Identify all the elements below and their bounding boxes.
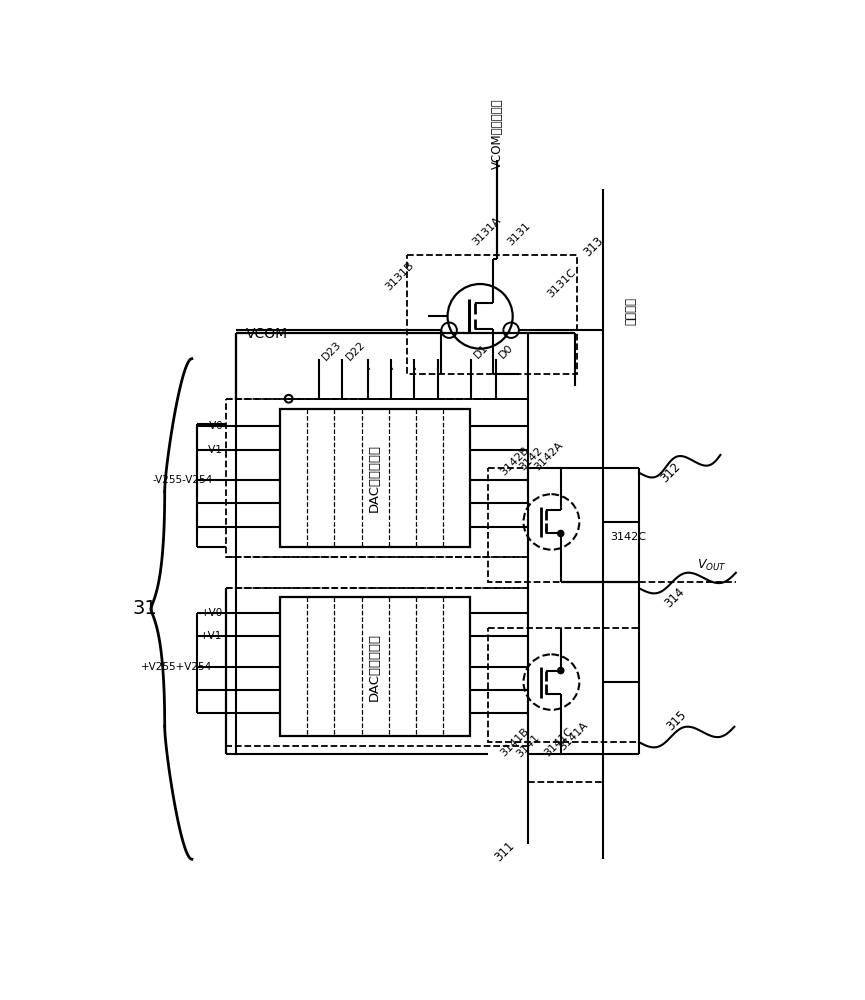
Text: ·: ·: [388, 361, 394, 379]
Text: 3131: 3131: [506, 221, 533, 247]
Text: +V0: +V0: [201, 608, 223, 618]
Text: 3142B: 3142B: [499, 445, 531, 477]
Bar: [407, 255, 577, 374]
Text: 3142: 3142: [517, 445, 544, 472]
Text: D1: D1: [472, 342, 490, 360]
Text: 3131B: 3131B: [384, 260, 416, 292]
Text: ·: ·: [434, 361, 440, 379]
Text: D0: D0: [497, 342, 516, 360]
Text: 3131A: 3131A: [471, 216, 503, 248]
Circle shape: [558, 530, 564, 537]
Text: 315: 315: [664, 708, 689, 733]
Text: D23: D23: [320, 339, 343, 363]
Text: 3142A: 3142A: [533, 440, 565, 473]
Text: $V_{OUT}$: $V_{OUT}$: [697, 558, 727, 573]
Text: DAC数模转换器: DAC数模转换器: [368, 633, 381, 701]
Text: DAC数模转换器: DAC数模转换器: [368, 444, 381, 512]
Text: 3141: 3141: [514, 733, 541, 759]
Text: +V1: +V1: [201, 631, 223, 641]
Text: 3131C: 3131C: [546, 267, 579, 299]
Text: 3142C: 3142C: [611, 532, 646, 542]
Bar: [280, 597, 470, 736]
Text: +V255+V254···: +V255+V254···: [142, 662, 223, 672]
Text: 313: 313: [581, 235, 606, 260]
Text: 3141B: 3141B: [499, 726, 531, 758]
Bar: [280, 409, 470, 547]
Text: 3141C: 3141C: [542, 726, 574, 758]
Bar: [226, 588, 529, 746]
Text: 311: 311: [492, 839, 517, 864]
Bar: [488, 628, 639, 742]
Text: 3141A: 3141A: [558, 720, 590, 752]
Text: -V255-V254···: -V255-V254···: [152, 475, 223, 485]
Text: D22: D22: [343, 339, 367, 363]
Bar: [488, 468, 639, 582]
Bar: [488, 468, 639, 582]
Bar: [226, 399, 529, 557]
Bar: [488, 468, 639, 742]
Text: ·: ·: [365, 361, 370, 379]
Text: 极性控制: 极性控制: [625, 297, 638, 325]
Text: VCOM使能控制端: VCOM使能控制端: [490, 99, 503, 169]
Text: -V0: -V0: [206, 421, 223, 431]
Text: 312: 312: [658, 460, 683, 485]
Text: 31: 31: [133, 599, 157, 618]
Text: -V1: -V1: [206, 445, 223, 455]
Text: VCOM: VCOM: [246, 327, 288, 341]
Text: 314: 314: [663, 585, 688, 610]
Circle shape: [558, 667, 564, 674]
Text: ·: ·: [412, 361, 417, 379]
